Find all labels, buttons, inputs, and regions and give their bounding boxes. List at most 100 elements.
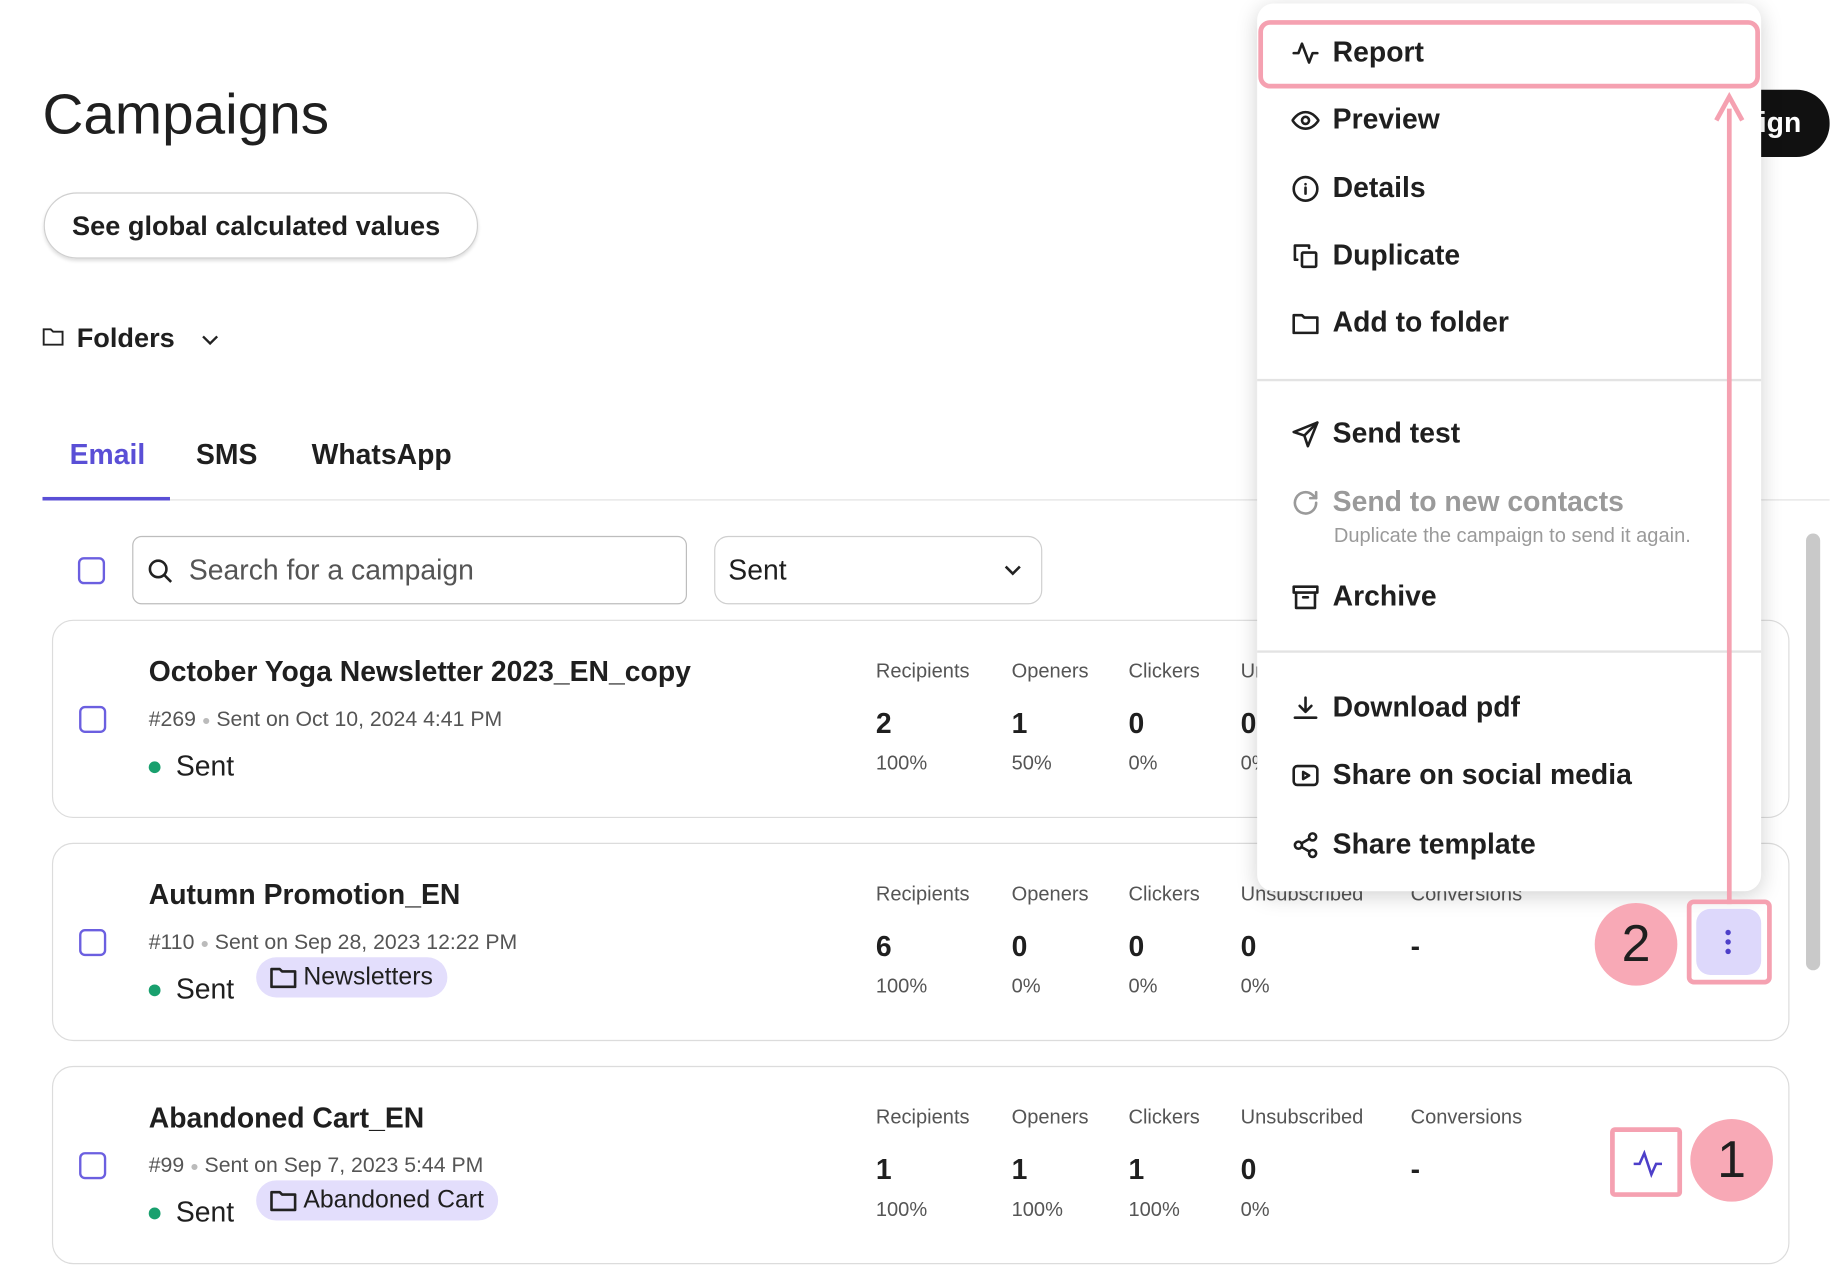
select-all-checkbox[interactable] xyxy=(77,557,106,585)
stat-percent: 100% xyxy=(875,975,928,998)
tab-underline xyxy=(42,496,170,501)
folder-tag: Abandoned Cart xyxy=(256,1180,499,1221)
stat-percent: 100% xyxy=(1128,1198,1180,1221)
sent-date: Sent on Oct 10, 2024 4:41 PM xyxy=(216,707,503,731)
search-input[interactable]: Search for a campaign xyxy=(132,535,687,605)
stat-value: - xyxy=(1410,1154,1421,1187)
button-label: See global calculated values xyxy=(72,210,441,241)
status-dot xyxy=(148,984,161,997)
stat-value: 1 xyxy=(1128,1154,1145,1187)
status: Sent xyxy=(175,1196,235,1229)
row-checkbox[interactable] xyxy=(79,705,107,734)
chevron xyxy=(202,335,219,346)
folder-icon-svg xyxy=(270,1190,297,1212)
menu-label: Archive xyxy=(1332,580,1437,613)
menu-icon xyxy=(1291,420,1319,448)
status-filter[interactable]: Sent xyxy=(714,535,1043,605)
campaign-name: October Yoga Newsletter 2023_EN_copy xyxy=(148,656,691,689)
menu-label: Report xyxy=(1332,36,1424,69)
menu-icon xyxy=(1291,489,1319,517)
campaign-id: #99 xyxy=(148,1153,185,1177)
menu-icon xyxy=(1291,583,1319,611)
page-title: Campaigns xyxy=(42,83,330,147)
stat-value: 2 xyxy=(875,708,892,741)
menu-item[interactable]: Share on social media xyxy=(1257,745,1761,806)
menu-item[interactable]: Share template xyxy=(1257,814,1761,875)
chevron xyxy=(1004,565,1021,576)
separator-dot: ● xyxy=(190,1158,199,1175)
menu-item[interactable]: Archive xyxy=(1257,567,1761,628)
stat-percent: 100% xyxy=(1011,1198,1063,1221)
menu-item[interactable]: Report xyxy=(1257,22,1761,83)
menu-icon xyxy=(1291,175,1319,203)
campaign-card[interactable]: Abandoned Cart_EN #99 ● Sent on Sep 7, 2023… xyxy=(51,1065,1790,1265)
menu-icon-svg xyxy=(1293,244,1318,269)
step-badge: 2 xyxy=(1594,903,1678,986)
menu-divider xyxy=(1257,378,1762,381)
menu-item[interactable]: Add to folder xyxy=(1257,293,1761,354)
stat-percent: 100% xyxy=(875,751,928,775)
report-button[interactable] xyxy=(1610,1127,1683,1197)
menu-icon xyxy=(1291,309,1319,337)
global-values-button[interactable]: See global calculated values xyxy=(43,192,479,259)
folders-label[interactable]: Folders xyxy=(76,322,175,353)
menu-icon-svg xyxy=(1293,490,1318,515)
tab[interactable]: SMS xyxy=(195,439,258,471)
stat-percent: 100% xyxy=(875,1198,928,1221)
campaign-meta: #99 ● Sent on Sep 7, 2023 5:44 PM xyxy=(149,1153,484,1178)
menu-icon-svg xyxy=(1293,696,1318,719)
separator-dot: ● xyxy=(201,712,211,729)
menu-icon-svg xyxy=(1292,764,1319,787)
report-icon xyxy=(1633,1149,1663,1179)
menu-icon-svg xyxy=(1291,110,1320,130)
row-checkbox[interactable] xyxy=(79,928,107,957)
menu-item[interactable]: Download pdf xyxy=(1257,678,1761,739)
menu-icon xyxy=(1291,106,1320,134)
stat-label: Unsubscribed xyxy=(1240,1106,1364,1129)
stat-value: 1 xyxy=(875,1154,892,1187)
menu-label: Duplicate xyxy=(1332,239,1461,272)
folder-icon xyxy=(269,963,297,991)
stat-value: 0 xyxy=(1128,931,1145,964)
stat-label: Openers xyxy=(1011,659,1089,683)
highlight-box xyxy=(1686,899,1772,985)
stat-value: 0 xyxy=(1128,708,1145,741)
stat-percent: 0% xyxy=(1240,975,1270,998)
stat-percent: 0% xyxy=(1011,975,1041,998)
menu-label: Share template xyxy=(1332,828,1536,861)
status: Sent xyxy=(175,973,235,1006)
stat-label: Openers xyxy=(1011,1106,1089,1129)
more-button[interactable] xyxy=(1696,908,1762,976)
stat-value: 0 xyxy=(1240,1154,1257,1187)
menu-item[interactable]: Send test xyxy=(1257,404,1761,465)
menu-icon xyxy=(1291,831,1319,859)
tab[interactable]: WhatsApp xyxy=(311,439,452,471)
campaign-id: #110 xyxy=(148,930,195,954)
stat-value: 0 xyxy=(1240,931,1257,964)
menu-icon-svg xyxy=(1292,42,1319,64)
stat-label: Recipients xyxy=(875,1106,970,1129)
campaign-name: Abandoned Cart_EN xyxy=(148,1102,425,1135)
folder-name: Abandoned Cart xyxy=(303,1186,484,1214)
menu-icon-svg xyxy=(1292,313,1319,335)
menu-item[interactable]: Duplicate xyxy=(1257,225,1761,286)
tab[interactable]: Email xyxy=(69,439,146,471)
status-dot xyxy=(148,761,161,774)
tab-divider xyxy=(42,499,1830,501)
menu-icon xyxy=(1291,39,1319,67)
stat-label: Recipients xyxy=(875,882,970,906)
menu-label: Add to folder xyxy=(1332,306,1509,339)
menu-icon xyxy=(1291,242,1319,270)
row-checkbox[interactable] xyxy=(79,1152,107,1180)
stat-value: 1 xyxy=(1011,708,1028,741)
menu-item[interactable]: Details xyxy=(1257,158,1761,219)
stat-percent: 0% xyxy=(1240,1198,1270,1221)
menu-divider xyxy=(1257,650,1762,653)
folder-icon-svg xyxy=(270,967,297,989)
menu-item[interactable]: Preview xyxy=(1257,90,1761,151)
menu-description: Duplicate the campaign to send it again. xyxy=(1333,524,1691,547)
menu-icon-svg xyxy=(1292,421,1319,448)
arrow xyxy=(1714,92,1745,905)
status: Sent xyxy=(175,750,235,783)
